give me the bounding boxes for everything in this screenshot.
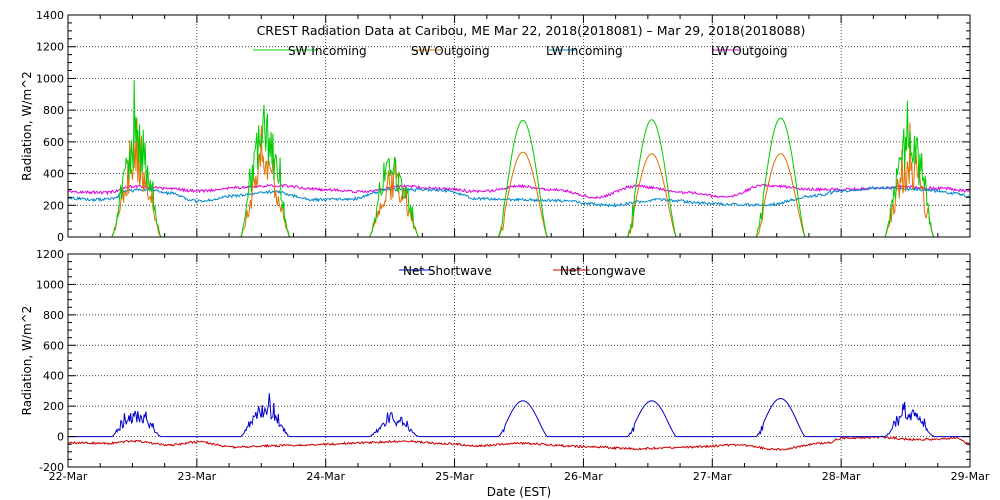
y-tick-label: 1400 — [36, 9, 64, 22]
y-tick-label: 1200 — [36, 248, 64, 261]
series-line-net-shortwave — [68, 393, 970, 438]
y-tick-label: 0 — [57, 431, 64, 444]
y-tick-label: 800 — [43, 309, 64, 322]
y-tick-label: -200 — [39, 461, 64, 474]
y-tick-label: 400 — [43, 168, 64, 181]
x-axis-label: Date (EST) — [487, 485, 551, 499]
x-tick-label: 28-Mar — [822, 470, 861, 483]
legend-entry: LW Incoming — [546, 44, 623, 58]
legend-entry: Net Shortwave — [403, 264, 492, 278]
y-tick-label: 600 — [43, 136, 64, 149]
x-tick-label: 24-Mar — [306, 470, 345, 483]
series-line-lw-outgoing — [67, 182, 971, 200]
y-axis-label: Radiation, W/m^2 — [20, 306, 34, 416]
legend-entry: SW Incoming — [288, 44, 367, 58]
y-tick-label: 1000 — [36, 72, 64, 85]
y-tick-label: 1200 — [36, 41, 64, 54]
y-tick-label: 200 — [43, 400, 64, 413]
y-tick-label: 800 — [43, 104, 64, 117]
y-tick-label: 600 — [43, 339, 64, 352]
legend-entry: LW Outgoing — [711, 44, 788, 58]
plot-frame — [67, 253, 971, 468]
series-line-net-longwave — [67, 435, 971, 452]
x-tick-label: 22-Mar — [49, 470, 88, 483]
legend-entry: Net Longwave — [560, 264, 646, 278]
y-tick-label: 400 — [43, 370, 64, 383]
legend-entry: SW Outgoing — [411, 44, 490, 58]
series-line-sw-outgoing — [68, 118, 970, 238]
y-tick-label: 200 — [43, 199, 64, 212]
x-tick-label: 29-Mar — [951, 470, 990, 483]
x-tick-label: 27-Mar — [693, 470, 732, 483]
x-tick-label: 26-Mar — [564, 470, 603, 483]
y-tick-label: 1000 — [36, 278, 64, 291]
series-line-lw-incoming — [67, 185, 971, 208]
top-panel: 0 200 400 600 800 1000 1200 1400 Radiation, W/m^… — [20, 9, 971, 244]
series-line-sw-incoming — [68, 80, 970, 238]
y-axis-label: Radiation, W/m^2 — [20, 71, 34, 181]
x-tick-label: 25-Mar — [435, 470, 474, 483]
x-tick-label: 23-Mar — [177, 470, 216, 483]
y-tick-label: 0 — [57, 231, 64, 244]
bottom-panel: -200 0 200 400 600 800 1000 1200 22-Mar 23-Mar 24-… — [20, 248, 990, 499]
chart-title: CREST Radiation Data at Caribou, ME Mar … — [257, 23, 806, 38]
